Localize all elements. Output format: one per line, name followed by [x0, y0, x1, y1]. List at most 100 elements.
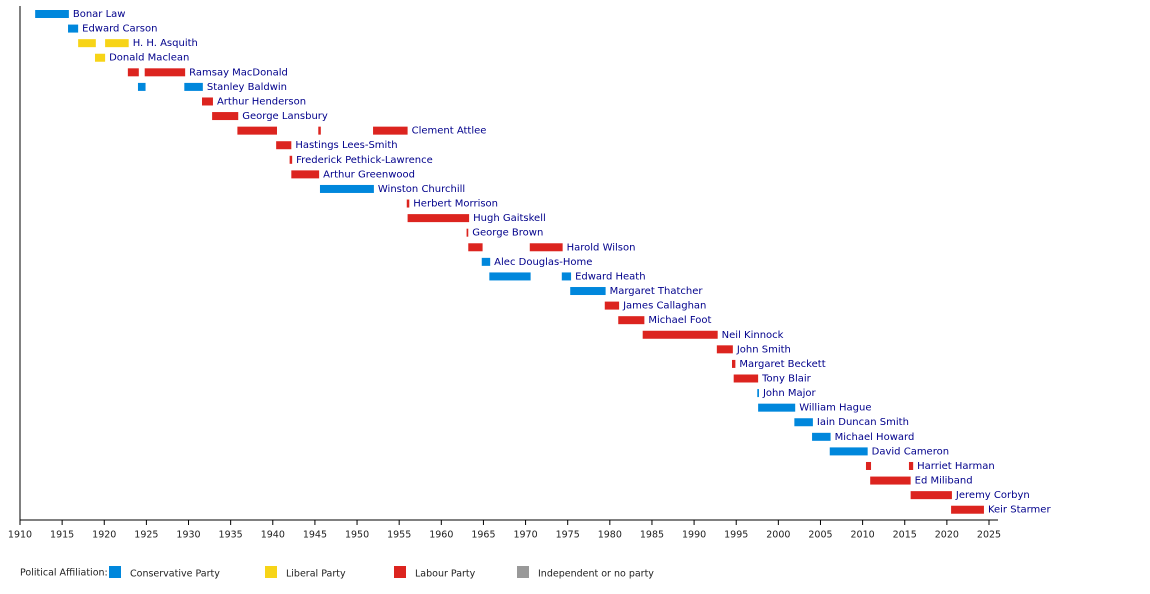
leader-name: Edward Heath — [575, 271, 646, 282]
legend-swatch — [109, 566, 121, 578]
x-tick-label: 1975 — [556, 530, 580, 541]
term-bar — [618, 316, 645, 325]
legend-label: Conservative Party — [130, 569, 220, 580]
term-bar — [319, 184, 374, 193]
leader-name: Clement Attlee — [412, 126, 487, 137]
legend-swatch — [394, 566, 406, 578]
term-bar — [733, 374, 759, 383]
x-tick-label: 2025 — [977, 530, 1001, 541]
term-bar — [758, 403, 796, 412]
leader-name: Edward Carson — [82, 24, 157, 35]
leader-name: Harold Wilson — [567, 242, 636, 253]
term-bar — [829, 447, 868, 456]
x-tick-label: 2005 — [808, 530, 832, 541]
x-tick-label: 1930 — [176, 530, 200, 541]
term-bar — [202, 97, 213, 106]
term-bar — [732, 359, 736, 368]
term-bar — [184, 82, 203, 91]
term-bar — [127, 68, 139, 77]
term-bar — [910, 491, 952, 500]
term-bar — [794, 418, 813, 427]
leader-name: Michael Foot — [648, 315, 711, 326]
leader-name: John Smith — [736, 344, 791, 355]
leader-name: Neil Kinnock — [722, 330, 784, 341]
term-bar — [94, 53, 106, 62]
term-bar — [468, 243, 483, 252]
leader-name: George Lansbury — [242, 111, 328, 122]
leader-name: Hugh Gaitskell — [473, 213, 546, 224]
term-bar — [604, 301, 620, 310]
term-bar — [35, 10, 69, 18]
legend-label: Liberal Party — [286, 569, 346, 580]
leader-name: Arthur Greenwood — [323, 169, 415, 180]
leader-name: Herbert Morrison — [413, 199, 498, 210]
leader-name: James Callaghan — [622, 301, 706, 312]
legend-title: Political Affiliation: — [20, 568, 108, 579]
leader-name: Ed Miliband — [915, 476, 973, 487]
term-bar — [237, 126, 277, 135]
term-bar — [716, 345, 733, 354]
term-bar — [291, 170, 320, 179]
leader-name: Ramsay MacDonald — [189, 67, 288, 78]
x-tick-label: 1935 — [219, 530, 243, 541]
leader-name: Stanley Baldwin — [207, 82, 287, 93]
term-bar — [289, 155, 293, 164]
x-tick-label: 1995 — [724, 530, 748, 541]
term-bar — [78, 39, 96, 48]
x-tick-label: 1915 — [50, 530, 74, 541]
term-bar — [870, 476, 911, 485]
leader-name: Michael Howard — [835, 432, 915, 443]
x-tick-label: 1950 — [345, 530, 369, 541]
term-bar — [908, 461, 914, 470]
x-tick-label: 1990 — [682, 530, 706, 541]
term-bar — [466, 228, 469, 237]
leader-name: Iain Duncan Smith — [817, 417, 909, 428]
leader-name: Winston Churchill — [378, 184, 465, 195]
term-bar — [561, 272, 572, 281]
term-bar — [812, 432, 831, 441]
term-bar — [144, 68, 186, 77]
x-tick-label: 1945 — [303, 530, 327, 541]
x-tick-label: 1940 — [261, 530, 285, 541]
leader-name: William Hague — [799, 403, 871, 414]
term-bar — [137, 82, 146, 91]
leader-name: Frederick Pethick-Lawrence — [296, 155, 433, 166]
leader-name: Bonar Law — [73, 9, 126, 20]
leader-name: George Brown — [472, 228, 543, 239]
legend-swatch — [265, 566, 277, 578]
term-bar — [529, 243, 563, 252]
leader-name: H. H. Asquith — [133, 38, 198, 49]
x-tick-label: 1970 — [513, 530, 537, 541]
x-tick-label: 1910 — [8, 530, 32, 541]
legend-swatch — [517, 566, 529, 578]
leader-name: Keir Starmer — [988, 505, 1052, 516]
term-bar — [68, 24, 79, 33]
term-bar — [481, 257, 491, 266]
x-tick-label: 2000 — [766, 530, 790, 541]
x-tick-label: 1965 — [471, 530, 495, 541]
leader-name: Margaret Thatcher — [610, 286, 704, 297]
leader-name: Hastings Lees-Smith — [295, 140, 397, 151]
term-bar — [407, 214, 470, 223]
leader-name: Donald Maclean — [109, 53, 189, 64]
leader-name: Jeremy Corbyn — [955, 490, 1030, 501]
x-tick-label: 2020 — [935, 530, 959, 541]
term-bar — [212, 112, 239, 121]
x-tick-label: 1925 — [134, 530, 158, 541]
term-bar — [276, 141, 292, 150]
x-tick-label: 2010 — [851, 530, 875, 541]
term-bar — [373, 126, 408, 135]
x-tick-label: 1980 — [598, 530, 622, 541]
term-bar — [951, 505, 984, 514]
term-bar — [489, 272, 531, 281]
leader-name: Harriet Harman — [917, 461, 995, 472]
term-bar — [642, 330, 718, 339]
term-bar — [757, 389, 759, 398]
leader-name: Tony Blair — [761, 374, 812, 385]
x-tick-label: 2015 — [893, 530, 917, 541]
legend-label: Labour Party — [415, 569, 476, 580]
term-bar — [865, 461, 872, 470]
x-tick-label: 1985 — [640, 530, 664, 541]
term-bar — [105, 39, 129, 48]
